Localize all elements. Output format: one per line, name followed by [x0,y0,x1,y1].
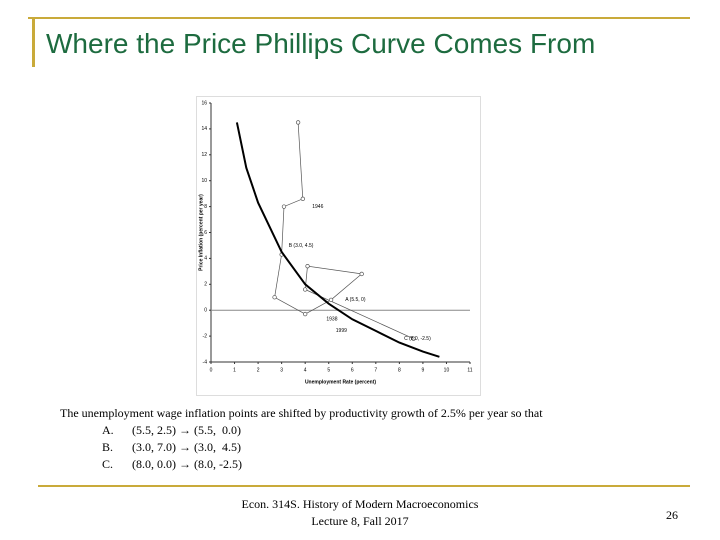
page-number: 26 [666,508,678,522]
point [328,297,334,302]
annotation: C (8.0, -2.5) [404,336,431,342]
y-tick-label: 6 [204,230,207,236]
point [303,311,308,317]
list-item: B. (3.0, 7.0) → (3.0, 4.5) [60,439,543,456]
y-tick-label: -4 [203,359,208,365]
y-tick-label: 0 [204,308,207,314]
point [300,196,305,201]
list-item: A. (5.5, 2.5) → (5.5, 0.0) [60,422,543,439]
point [272,295,277,300]
x-tick-label: 0 [210,367,213,373]
x-tick-label: 8 [398,367,401,373]
point [305,264,310,269]
list-item: C. (8.0, 0.0) → (8.0, -2.5) [60,456,543,473]
point [295,120,301,125]
y-axis-label: Price Inflation (percent per year) [198,194,204,271]
item-text: (5.5, 2.5) → (5.5, 0.0) [132,423,241,437]
y-tick-label: 12 [201,152,207,158]
x-tick-label: 6 [351,367,354,373]
title: Where the Price Phillips Curve Comes Fro… [46,28,596,59]
y-tick-label: 14 [201,126,207,132]
x-tick-label: 2 [257,367,260,373]
rule [32,17,35,67]
x-tick-label: 11 [467,367,472,373]
annotation: B (3.0, 4.5) [289,243,314,249]
x-axis-label: Unemployment Rate (percent) [305,379,376,385]
rule [28,17,690,19]
y-tick-label: 8 [204,204,207,210]
y-tick-label: 16 [201,100,207,106]
point [303,287,308,292]
y-tick-label: 4 [204,256,207,262]
annotation: 1938 [326,317,337,323]
footer-line: Econ. 314S. History of Modern Macroecono… [241,497,479,511]
annotation: A (5.5, 0) [345,297,366,303]
point [359,271,364,277]
item-letter: C. [102,457,114,471]
x-tick-label: 7 [374,367,377,373]
x-tick-label: 4 [304,367,307,373]
body: The unemployment wage inflation points a… [60,405,543,473]
annotation: 1946 [312,204,323,210]
point [281,204,287,209]
footer: Econ. 314S. History of Modern Macroecono… [230,496,490,530]
y-tick-label: 2 [204,282,207,288]
item-text: (3.0, 7.0) → (3.0, 4.5) [132,440,241,454]
x-tick-label: 9 [422,367,425,373]
annotation: 1999 [336,328,347,334]
item-letter: B. [102,440,114,454]
intro: The unemployment wage inflation points a… [60,406,543,420]
figure-frame [196,96,481,396]
item-letter: A. [102,423,114,437]
x-tick-label: 3 [280,367,283,373]
x-tick-label: 10 [444,367,450,373]
rule [38,485,690,487]
item-text: (8.0, 0.0) → (8.0, -2.5) [132,457,242,471]
x-tick-label: 1 [233,367,236,373]
footer-line: Lecture 8, Fall 2017 [311,514,409,528]
y-tick-label: -2 [203,333,208,339]
y-tick-label: 10 [201,178,207,184]
x-tick-label: 5 [327,367,330,373]
curve [235,122,440,358]
point [411,336,416,341]
